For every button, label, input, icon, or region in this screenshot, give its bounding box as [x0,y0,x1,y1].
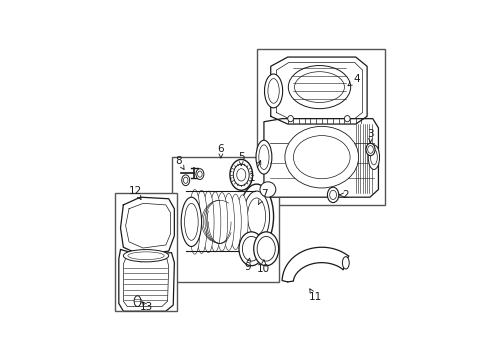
Text: 6: 6 [217,144,224,158]
Ellipse shape [294,72,344,103]
Ellipse shape [203,191,214,253]
Ellipse shape [229,194,241,249]
Polygon shape [264,119,378,197]
Ellipse shape [182,175,189,186]
Ellipse shape [239,232,264,266]
Bar [115,193,177,311]
Ellipse shape [256,140,271,174]
Ellipse shape [128,252,164,260]
Bar [171,157,279,282]
Ellipse shape [209,192,221,252]
Ellipse shape [260,182,275,197]
Text: 11: 11 [308,289,321,302]
Text: 3: 3 [366,129,373,143]
Text: 1: 1 [249,161,260,183]
Ellipse shape [196,169,203,180]
Ellipse shape [288,66,350,109]
Text: 5: 5 [238,152,244,166]
Ellipse shape [189,189,200,254]
Text: 12: 12 [129,186,142,199]
Ellipse shape [267,78,279,103]
Ellipse shape [365,143,374,156]
Ellipse shape [123,249,168,262]
Ellipse shape [247,198,265,235]
Ellipse shape [233,164,249,186]
Ellipse shape [367,145,372,153]
Ellipse shape [293,136,349,179]
Text: 7: 7 [258,189,267,204]
Ellipse shape [344,116,349,122]
Ellipse shape [236,195,247,249]
Ellipse shape [181,197,201,247]
Ellipse shape [197,171,202,177]
Polygon shape [282,247,348,282]
Ellipse shape [239,184,273,249]
Ellipse shape [257,237,275,261]
Polygon shape [270,57,366,124]
Ellipse shape [253,232,278,266]
Ellipse shape [327,187,338,203]
Polygon shape [120,197,174,255]
Text: 2: 2 [339,190,348,200]
Text: 8: 8 [175,156,183,170]
Ellipse shape [285,126,358,188]
Ellipse shape [183,177,187,183]
Text: 9: 9 [244,258,251,271]
Ellipse shape [370,149,377,165]
Text: 10: 10 [256,260,269,274]
Ellipse shape [196,190,207,253]
Ellipse shape [342,257,348,269]
Ellipse shape [287,116,293,122]
Ellipse shape [184,203,198,240]
Ellipse shape [223,193,234,250]
Ellipse shape [134,296,141,307]
Text: 4: 4 [347,75,360,86]
Ellipse shape [329,190,336,199]
Ellipse shape [258,145,268,170]
Bar [257,49,385,205]
Polygon shape [119,249,174,311]
Ellipse shape [242,237,260,261]
Ellipse shape [367,145,379,170]
Ellipse shape [229,159,252,190]
Text: 13: 13 [139,302,152,311]
Ellipse shape [216,193,227,251]
Ellipse shape [243,191,269,242]
Ellipse shape [264,74,282,108]
Ellipse shape [236,169,245,181]
